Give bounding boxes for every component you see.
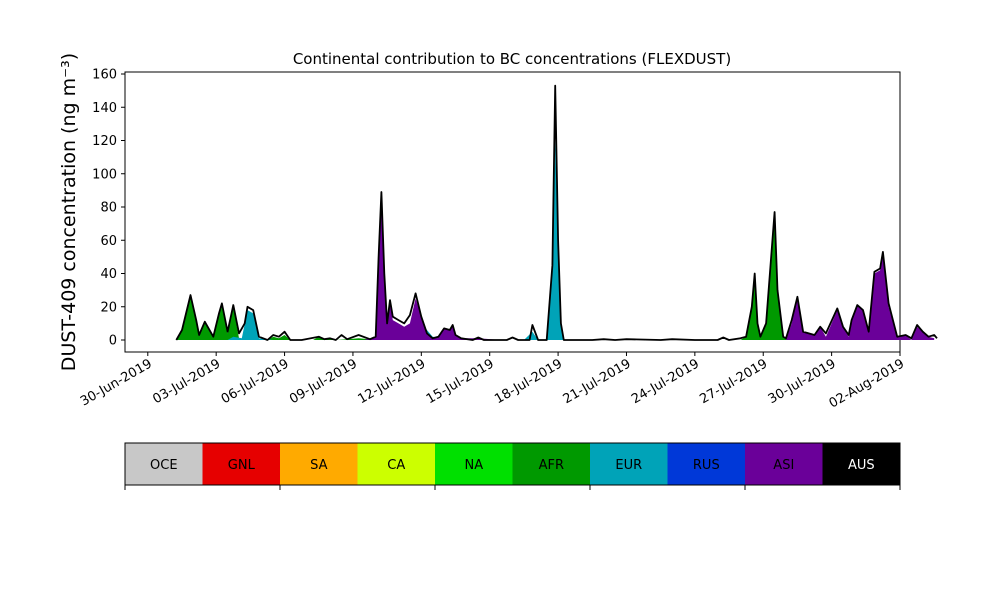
legend-frame [124,442,901,486]
x-tick-label: 21-Jul-2019 [561,356,634,407]
legend-swatch-asi [745,443,823,485]
legend-label-gnl: GNL [228,458,256,473]
chart-title: Continental contribution to BC concentra… [293,50,731,68]
legend-label-eur: EUR [615,458,642,473]
y-tick-label: 20 [100,300,117,315]
legend-swatch-oce [125,443,203,485]
legend-label-rus: RUS [693,458,720,473]
y-axis-label: DUST-409 concentration (ng m⁻³) [58,53,80,371]
legend-label-sa: SA [310,458,327,473]
legend-swatch-na [435,443,513,485]
legend-swatch-afr [512,443,591,485]
legend-swatch-aus [822,443,901,485]
y-tick-label: 40 [100,267,117,282]
legend-swatch-ca [357,443,436,485]
legend-label-oce: OCE [150,458,178,473]
y-tick-label: 60 [100,234,117,249]
total-line [175,84,938,341]
x-tick-label: 24-Jul-2019 [629,356,702,407]
x-tick-label: 18-Jul-2019 [492,356,565,407]
x-tick-label: 30-Jun-2019 [78,356,155,409]
y-tick-label: 80 [100,201,117,216]
y-tick-label: 0 [109,334,117,349]
y-tick-label: 100 [92,167,117,182]
x-tick-label: 27-Jul-2019 [697,356,770,407]
legend-label-na: NA [464,458,483,473]
legend-colorbar: OCE GNL SA CA NA AFR EUR RUS ASI AUS [124,442,901,490]
x-tick-label: 15-Jul-2019 [424,356,497,407]
plot-frame [124,71,901,353]
legend-label-ca: CA [387,458,405,473]
legend-swatch-rus [667,443,746,485]
area-series-afr [176,218,832,340]
legend-swatch-eur [590,443,668,485]
x-tick-label: 09-Jul-2019 [287,356,360,407]
legend-label-asi: ASI [773,458,794,473]
y-tick-label: 160 [92,68,117,83]
legend-label-aus: AUS [848,458,875,473]
x-tick-label: 03-Jul-2019 [150,356,223,407]
y-tick-label: 120 [92,134,117,149]
legend-swatch-gnl [202,443,281,485]
legend-swatch-sa [280,443,358,485]
legend-label-afr: AFR [539,458,564,473]
x-tick-label: 02-Aug-2019 [827,356,907,411]
y-tick-label: 140 [92,101,117,116]
plot-area: 0 20 40 60 80 100 120 140 160 30-Jun-201903-Jul-2… [78,68,938,412]
x-tick-label: 12-Jul-2019 [355,356,428,407]
x-tick-label: 06-Jul-2019 [219,356,292,407]
area-series-asi [364,198,935,340]
